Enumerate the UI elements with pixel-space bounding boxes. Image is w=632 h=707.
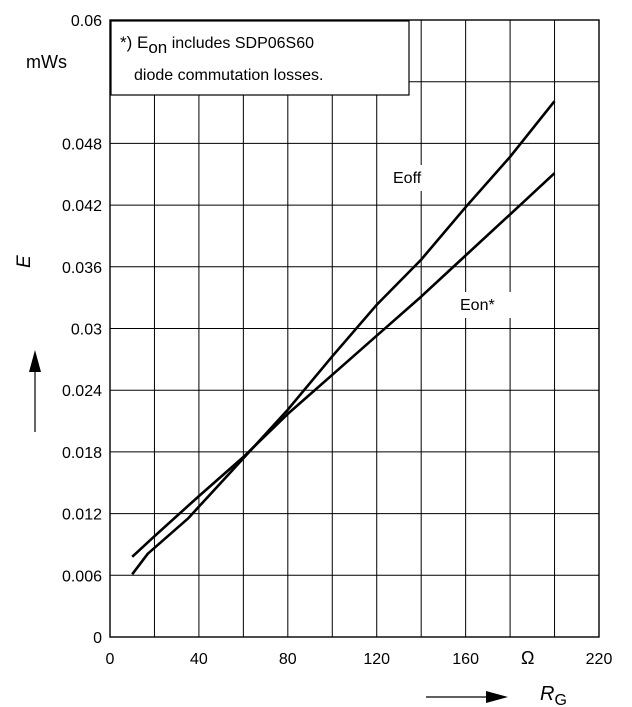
y-tick-label: 0.042	[62, 198, 102, 215]
y-tick-labels: 0 0.006 0.012 0.018 0.024 0.03 0.036 0.042 0.048…	[62, 13, 102, 647]
series-label-bg	[389, 165, 441, 191]
note-line2: diode commutation losses.	[134, 67, 323, 84]
series-label: Eon*	[460, 297, 495, 314]
y-tick-label: 0.018	[62, 445, 102, 462]
x-tick-label: 80	[279, 651, 297, 668]
series-lines	[131, 100, 556, 576]
note-line1: *) Eon includes SDP06S60	[120, 33, 314, 57]
y-unit-label: mWs	[26, 52, 67, 72]
series-label-bg	[456, 292, 518, 318]
series-line-eon	[131, 172, 556, 558]
x-axis-arrow-icon	[426, 691, 508, 703]
y-axis-arrow-icon	[29, 350, 41, 432]
plot-frame	[109, 19, 600, 638]
y-tick-label: 0.012	[62, 507, 102, 524]
series-line-eoff	[131, 100, 556, 576]
y-tick-label: 0.06	[71, 13, 102, 30]
x-tick-label: 40	[190, 651, 208, 668]
y-tick-label: 0.048	[62, 136, 102, 153]
note-frame	[110, 20, 410, 96]
x-tick-label: 160	[452, 651, 479, 668]
x-tick-label: 0	[106, 651, 115, 668]
series-labels: Eoff Eon*	[389, 165, 518, 318]
y-tick-label: 0.036	[62, 260, 102, 277]
series-label: Eoff	[393, 170, 422, 187]
y-tick-label: 0.006	[62, 568, 102, 585]
y-axis-label: E	[14, 255, 35, 268]
y-tick-label: 0.03	[71, 322, 102, 339]
x-unit-label: Ω	[521, 648, 534, 668]
note-box: *) Eon includes SDP06S60 diode commutati…	[110, 20, 410, 96]
x-tick-labels: 0 40 80 120 160 220	[106, 651, 613, 668]
x-tick-label: 220	[586, 651, 613, 668]
x-axis-label: RG	[540, 683, 567, 707]
y-tick-label: 0.024	[62, 383, 102, 400]
x-tick-label: 120	[363, 651, 390, 668]
y-tick-label: 0	[93, 630, 102, 647]
grid	[109, 19, 600, 638]
